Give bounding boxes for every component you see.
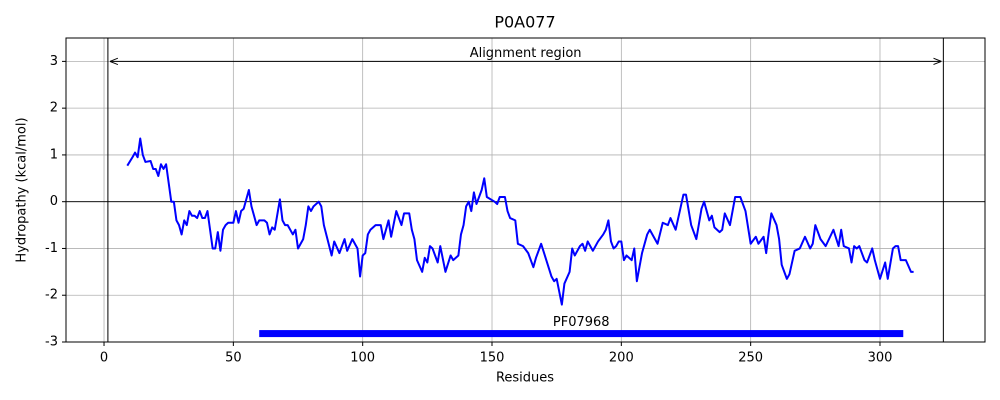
x-tick-label: 50 — [225, 351, 242, 366]
alignment-label: Alignment region — [470, 46, 582, 61]
x-tick-label: 200 — [609, 351, 634, 366]
y-tick-label: 3 — [50, 54, 58, 69]
x-tick-label: 0 — [100, 351, 108, 366]
y-tick-label: -3 — [45, 335, 58, 350]
y-tick-label: -2 — [45, 288, 58, 303]
x-tick-label: 300 — [868, 351, 893, 366]
y-tick-label: 1 — [50, 147, 58, 162]
chart-title: P0A077 — [494, 13, 555, 32]
y-tick-label: 2 — [50, 101, 58, 116]
y-axis-label: Hydropathy (kcal/mol) — [15, 117, 30, 262]
y-tick-label: 0 — [50, 194, 58, 209]
domain-bar — [259, 330, 904, 338]
y-tick-label: -1 — [45, 241, 58, 256]
domain-label: PF07968 — [553, 315, 610, 330]
x-tick-label: 100 — [350, 351, 375, 366]
x-tick-label: 250 — [738, 351, 763, 366]
plot-frame — [65, 37, 986, 343]
x-tick-label: 150 — [480, 351, 505, 366]
hydropathy-line — [126, 137, 914, 306]
x-axis-label: Residues — [496, 371, 554, 386]
